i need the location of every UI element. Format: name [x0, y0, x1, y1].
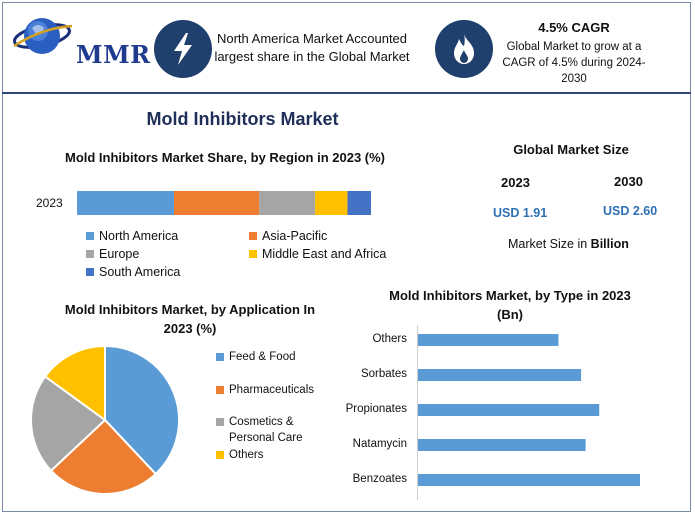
region-segment-north-america: [77, 191, 175, 215]
type-label-sorbates: Sorbates: [360, 368, 407, 380]
pie-slice-others: [43, 344, 106, 422]
market-size-title: Global Market Size: [513, 142, 629, 157]
legend-label: Cosmetics & Personal Care: [229, 414, 303, 446]
application-legend-feed-food: Feed & Food: [216, 349, 295, 365]
cagr-info: 4.5% CAGR Global Market to grow at a CAG…: [494, 19, 654, 87]
legend-label: Asia-Pacific: [262, 229, 328, 243]
legend-label: North America: [99, 229, 179, 243]
legend-swatch: [249, 232, 257, 240]
market-size-note-unit: Billion: [590, 237, 629, 251]
region-legend-europe: Europe: [86, 247, 139, 261]
legend-label: Middle East and Africa: [262, 247, 387, 261]
region-segment-middle-east-and-africa: [315, 191, 348, 215]
type-label-others: Others: [372, 333, 407, 345]
region-legend-middle-east-and-africa: Middle East and Africa: [249, 247, 386, 261]
legend-label: Pharmaceuticals: [229, 382, 314, 398]
region-segment-asia-pacific: [174, 191, 260, 215]
pie-slice-feed-food: [104, 344, 180, 476]
mmr-logo: MMR: [12, 10, 150, 70]
legend-label: Europe: [99, 247, 140, 261]
legend-swatch: [86, 268, 94, 276]
infographic-frame: [2, 2, 691, 512]
type-bar-benzoates: [418, 474, 640, 486]
type-bar-natamycin: [418, 439, 586, 451]
region-segment-south-america: [347, 191, 371, 215]
region-legend-asia-pacific: Asia-Pacific: [249, 229, 327, 243]
flame-icon-badge: [435, 20, 493, 78]
legend-swatch: [216, 386, 224, 394]
legend-label-line: Pharmaceuticals: [229, 384, 315, 396]
legend-swatch: [86, 232, 94, 240]
legend-swatch: [216, 353, 224, 361]
legend-label-line: Others: [229, 449, 264, 461]
legend-swatch: [86, 250, 94, 258]
header-divider: [2, 92, 691, 94]
market-size-note: Market Size in Billion: [508, 237, 629, 251]
type-label-natamycin: Natamycin: [352, 438, 407, 450]
region-legend-south-america: South America: [86, 265, 180, 279]
legend-label-line: Cosmetics &: [229, 416, 294, 428]
lightning-icon-badge: [154, 20, 212, 78]
legend-label: Others: [229, 447, 264, 463]
type-bar-propionates: [418, 404, 600, 416]
type-bar-chart: [417, 325, 640, 500]
application-chart-title: Mold Inhibitors Market, by Application I…: [64, 302, 316, 336]
type-label-benzoates: Benzoates: [352, 473, 407, 485]
logo-text: MMR: [76, 40, 151, 69]
globe-icon: [13, 18, 73, 54]
market-size-note-prefix: Market Size in: [508, 237, 591, 251]
region-chart-title: Mold Inhibitors Market Share, by Region …: [65, 150, 385, 165]
region-stacked-bar: [77, 191, 371, 215]
legend-swatch: [216, 451, 224, 459]
cagr-text: Global Market to grow at a CAGR of 4.5% …: [502, 41, 646, 85]
pie-slice-cosmetics-personal-care: [30, 375, 107, 473]
north-america-info: North America Market Accounted largest s…: [214, 31, 410, 64]
type-bar-others: [418, 334, 559, 346]
legend-swatch: [249, 250, 257, 258]
page-title: Mold Inhibitors Market: [146, 109, 339, 129]
legend-label-line: Personal Care: [229, 432, 303, 444]
lightning-icon: [174, 33, 192, 65]
region-legend-north-america: North America: [86, 229, 178, 243]
application-legend-pharmaceuticals: Pharmaceuticals: [216, 382, 314, 398]
region-year-label: 2023: [36, 196, 63, 210]
application-legend-cosmetics-personal-care: Cosmetics & Personal Care: [216, 414, 303, 446]
legend-label: Feed & Food: [229, 349, 295, 365]
market-year-2023: 2023: [501, 175, 530, 190]
market-year-2030: 2030: [614, 174, 643, 189]
legend-label: South America: [99, 265, 181, 279]
legend-swatch: [216, 418, 224, 426]
pie-slice-pharmaceuticals: [49, 418, 158, 495]
market-value-2030: USD 2.60: [603, 204, 658, 218]
flame-icon: [454, 34, 474, 64]
application-pie-chart: [30, 344, 180, 495]
type-bar-sorbates: [418, 369, 582, 381]
type-label-propionates: Propionates: [345, 403, 407, 415]
type-chart-title: Mold Inhibitors Market, by Type in 2023 …: [389, 288, 631, 322]
cagr-title: 4.5% CAGR: [538, 20, 610, 35]
market-value-2023: USD 1.91: [493, 206, 548, 220]
legend-label-line: Feed & Food: [229, 351, 296, 363]
region-segment-europe: [259, 191, 316, 215]
application-legend-others: Others: [216, 447, 264, 463]
